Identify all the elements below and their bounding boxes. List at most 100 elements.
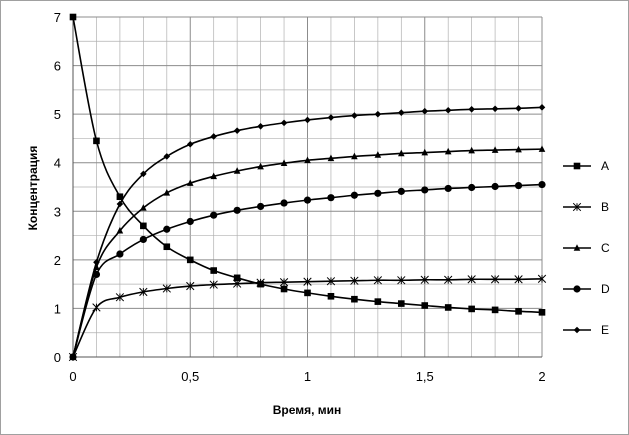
data-point-E	[116, 200, 124, 208]
data-point-A	[116, 193, 124, 201]
data-point-C	[515, 145, 522, 153]
legend-marker	[573, 285, 581, 293]
data-point-C	[163, 189, 171, 196]
legend-marker	[573, 244, 581, 251]
data-point-A	[468, 305, 475, 313]
legend: A B C D E	[563, 159, 610, 337]
data-point-A	[186, 256, 194, 264]
data-point-D	[116, 250, 124, 258]
data-point-D	[257, 202, 265, 211]
data-point-B	[326, 277, 336, 286]
data-point-A	[140, 222, 147, 230]
data-point-E	[186, 140, 194, 148]
y-tick-label: 7	[54, 10, 61, 25]
data-point-E	[468, 105, 475, 113]
data-point-D	[350, 191, 358, 199]
data-point-B	[186, 281, 195, 291]
data-point-B	[490, 275, 500, 284]
axes	[72, 17, 542, 358]
data-point-E	[163, 153, 171, 160]
data-point-A	[421, 302, 429, 309]
series-lines	[68, 13, 547, 362]
legend-label: B	[601, 200, 609, 214]
data-point-D	[92, 270, 101, 279]
series-E	[69, 104, 546, 361]
legend-label: E	[601, 323, 609, 337]
data-point-C	[374, 151, 382, 158]
data-point-A	[444, 304, 452, 311]
data-point-E	[304, 116, 311, 124]
data-point-D	[421, 186, 429, 194]
data-point-B	[467, 275, 476, 284]
data-point-A	[210, 267, 217, 274]
data-point-C	[351, 152, 358, 160]
legend-entry-D: D	[563, 282, 610, 296]
data-point-E	[327, 114, 335, 121]
data-point-C	[398, 149, 405, 157]
data-point-E	[280, 119, 288, 127]
legend-marker	[573, 162, 581, 170]
data-point-D	[186, 217, 194, 226]
data-point-A	[93, 137, 100, 145]
legend-entry-C: C	[563, 241, 610, 255]
data-point-D	[303, 196, 312, 204]
data-point-C	[538, 145, 546, 152]
legend-entry-B: B	[563, 200, 609, 214]
data-point-C	[444, 147, 452, 155]
series-C	[69, 145, 546, 360]
data-point-B	[444, 275, 453, 284]
y-tick-label: 3	[54, 204, 61, 219]
data-point-A	[538, 309, 546, 316]
data-point-A	[398, 300, 405, 307]
data-point-D	[397, 187, 405, 195]
data-point-C	[257, 162, 264, 170]
y-axis-title: Концентрация	[26, 146, 40, 231]
data-point-B	[256, 278, 265, 287]
data-point-D	[163, 225, 171, 233]
x-tick-label: 0	[69, 369, 76, 384]
data-point-A	[304, 289, 311, 297]
data-point-B	[92, 303, 101, 312]
x-axis-title: Время, мин	[273, 403, 342, 417]
data-point-B	[514, 275, 523, 284]
x-tick-label: 0,5	[181, 369, 199, 384]
data-point-D	[280, 199, 288, 207]
series-D	[69, 180, 546, 361]
data-point-A	[327, 292, 335, 300]
series-A	[69, 13, 546, 316]
y-tick-label: 4	[54, 156, 61, 171]
data-point-D	[538, 180, 546, 189]
data-point-E	[444, 106, 452, 114]
data-point-B	[209, 280, 218, 289]
data-point-E	[351, 112, 358, 119]
data-point-B	[139, 287, 148, 297]
data-point-A	[280, 285, 288, 293]
data-point-B	[162, 284, 171, 293]
data-point-D	[327, 194, 335, 202]
data-point-E	[491, 105, 499, 113]
y-tick-label: 2	[54, 253, 61, 268]
data-point-B	[115, 293, 125, 302]
legend-entry-E: E	[563, 323, 609, 337]
x-tick-label: 2	[538, 369, 545, 384]
data-point-D	[374, 189, 382, 197]
data-point-C	[421, 148, 429, 156]
data-point-E	[69, 353, 77, 361]
data-point-D	[444, 184, 452, 193]
data-point-A	[515, 308, 522, 315]
legend-marker	[573, 326, 581, 334]
data-point-E	[257, 122, 264, 130]
data-point-C	[210, 172, 217, 180]
data-point-C	[468, 146, 475, 154]
data-point-E	[515, 105, 522, 112]
data-point-A	[351, 295, 358, 303]
data-point-B	[279, 278, 289, 287]
data-point-E	[374, 110, 382, 118]
y-tick-label: 6	[54, 59, 61, 74]
data-point-A	[69, 13, 77, 21]
legend-label: A	[601, 159, 609, 173]
data-point-B	[350, 276, 359, 285]
data-point-C	[233, 167, 241, 174]
y-tick-label: 5	[54, 107, 61, 122]
